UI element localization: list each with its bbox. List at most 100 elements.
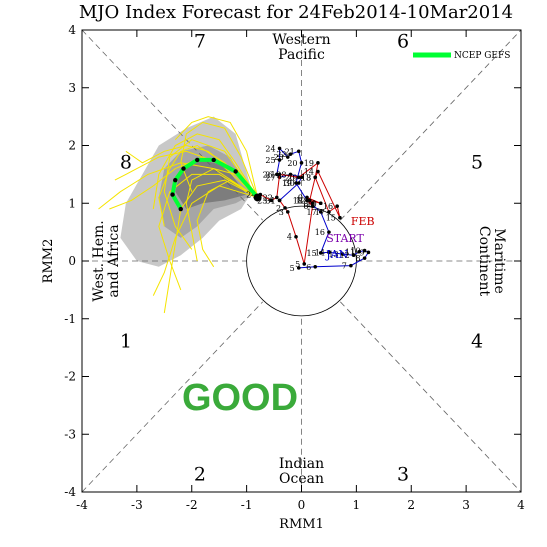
observed-day-label-jan-13: 13: [328, 250, 338, 259]
y-tick-label-0: 0: [68, 254, 76, 268]
chart-title: MJO Index Forecast for 24Feb2014-10Mar20…: [79, 2, 513, 23]
observed-point-feb-18: [313, 175, 318, 180]
observed-point-jan-23: [285, 155, 290, 159]
observed-point-jan-16: [327, 230, 331, 234]
observed-point-jan-28: [288, 172, 293, 177]
unit-circle: [246, 205, 357, 317]
observed-point-jan-26: [275, 172, 279, 177]
observed-point-jan-7: [349, 263, 353, 268]
observed-point-jan-13: [340, 252, 345, 256]
x-tick-label-0: 0: [298, 498, 306, 512]
observed-point-feb-21: [277, 172, 282, 177]
observed-point-feb-22: [275, 195, 279, 200]
observed-day-label-jan-5: 5: [290, 264, 295, 273]
observed-day-label-feb-11: 11: [307, 199, 317, 208]
forecast-mean-point-2: [233, 169, 238, 174]
observed-point-feb-14: [316, 169, 320, 174]
observed-point-feb-19: [316, 161, 320, 165]
observed-day-label-jan-29: 29: [287, 173, 297, 182]
divider-diagonal-lower-left: [81, 301, 263, 493]
observed-day-label-feb-14: 14: [304, 167, 314, 176]
region-label-right-line-2: Continent: [476, 226, 492, 297]
observed-point-jan-6: [313, 264, 318, 269]
month-label-jan: JAN: [325, 248, 348, 261]
region-label-right-line-1: Maritime: [491, 228, 507, 294]
observed-day-label-jan-10: 10: [350, 247, 360, 256]
observed-day-label-jan-18: 18: [293, 196, 303, 205]
observed-day-label-feb-5: 5: [295, 260, 300, 269]
divider-diagonal-lower-right: [340, 301, 522, 493]
observed-day-label-jan-25: 25: [265, 156, 275, 165]
observed-day-label-feb-23: 23: [257, 196, 267, 205]
observed-point-jan-24: [277, 146, 282, 151]
observed-day-label-feb-10: 10: [307, 199, 317, 208]
observed-day-label-feb-18: 18: [301, 173, 311, 182]
forecast-mean-point-5: [181, 166, 186, 171]
observed-day-label-feb-19: 19: [304, 159, 314, 168]
forecast-mean-point-3: [211, 157, 216, 163]
x-tick-label-1: 1: [353, 498, 361, 512]
observed-day-label-feb-4: 4: [287, 233, 292, 242]
observed-point-feb-8: [310, 201, 315, 206]
observed-point-feb-1: [277, 198, 282, 203]
x-tick-label--4: -4: [76, 498, 88, 512]
observed-point-feb-9: [305, 195, 309, 200]
region-label-top-line-2: Pacific: [278, 47, 325, 63]
observed-day-label-feb-15: 15: [326, 214, 336, 223]
phase-number-3: 3: [397, 463, 409, 485]
month-label-feb: FEB: [351, 215, 375, 228]
observed-point-feb-15: [338, 215, 342, 220]
observed-point-feb-6: [310, 204, 315, 208]
legend-label-ncep-gefs: NCEP GEFS: [454, 51, 510, 61]
region-label-bottom-line-1: Indian: [279, 456, 324, 472]
observed-point-jan-15: [318, 251, 323, 255]
observed-point-jan-25: [277, 158, 282, 162]
ensemble-member-line-10: [98, 162, 258, 210]
observed-day-label-feb-21: 21: [265, 170, 275, 179]
observed-day-label-feb-6: 6: [303, 202, 308, 211]
region-label-bottom-line-2: Ocean: [279, 471, 324, 487]
observed-day-label-jan-9: 9: [359, 248, 364, 257]
observed-day-label-feb-9: 9: [298, 193, 303, 202]
y-tick-label-1: 1: [68, 196, 76, 210]
ensemble-member-line-4: [158, 173, 258, 291]
observed-point-feb-5: [302, 262, 307, 266]
divider-diagonal-upper-left: [81, 29, 263, 221]
phase-number-7: 7: [194, 30, 206, 52]
observed-day-label-feb-12: 12: [296, 196, 306, 205]
observed-day-label-jan-6: 6: [306, 263, 311, 272]
forecast-mean-point-1: [253, 193, 262, 202]
phase-number-6: 6: [397, 30, 409, 52]
forecast-mean-point-6: [173, 177, 178, 183]
ensemble-member-line-3: [152, 133, 259, 210]
y-tick-label--2: -2: [64, 370, 76, 384]
x-tick-label-2: 2: [407, 498, 415, 512]
observed-point-jan-17: [318, 210, 323, 214]
observed-point-jan-10: [362, 248, 367, 253]
forecast-mean-point-4: [195, 157, 200, 163]
observed-point-feb-7: [305, 198, 309, 203]
y-tick-label-4: 4: [68, 23, 76, 37]
observed-day-label-jan-20: 20: [287, 159, 297, 168]
region-label-top-line-1: Western: [272, 32, 330, 48]
observed-day-label-jan-26: 26: [263, 170, 273, 179]
divider-diagonal-upper-right: [340, 29, 522, 221]
observed-point-jan-12: [351, 253, 356, 258]
observed-day-label-feb-24: 24: [246, 191, 256, 200]
y-axis-label: RMM2: [41, 239, 56, 284]
observed-day-label-jan-21: 21: [285, 147, 295, 156]
observed-point-feb-12: [307, 198, 312, 203]
observed-day-label-jan-16: 16: [315, 228, 325, 237]
observed-day-label-jan-12: 12: [339, 251, 349, 260]
observed-point-jan-19: [294, 181, 298, 185]
phase-number-1: 1: [120, 331, 132, 353]
observed-day-label-jan-22: 22: [276, 150, 286, 159]
observed-point-jan-9: [366, 250, 371, 255]
ensemble-member-line-13: [158, 144, 258, 227]
good-stamp: GOOD: [182, 377, 298, 419]
observed-point-feb-3: [285, 210, 290, 214]
observed-day-label-feb-20: 20: [285, 173, 295, 182]
y-tick-label--4: -4: [64, 485, 76, 499]
observed-day-label-jan-19: 19: [282, 179, 292, 188]
